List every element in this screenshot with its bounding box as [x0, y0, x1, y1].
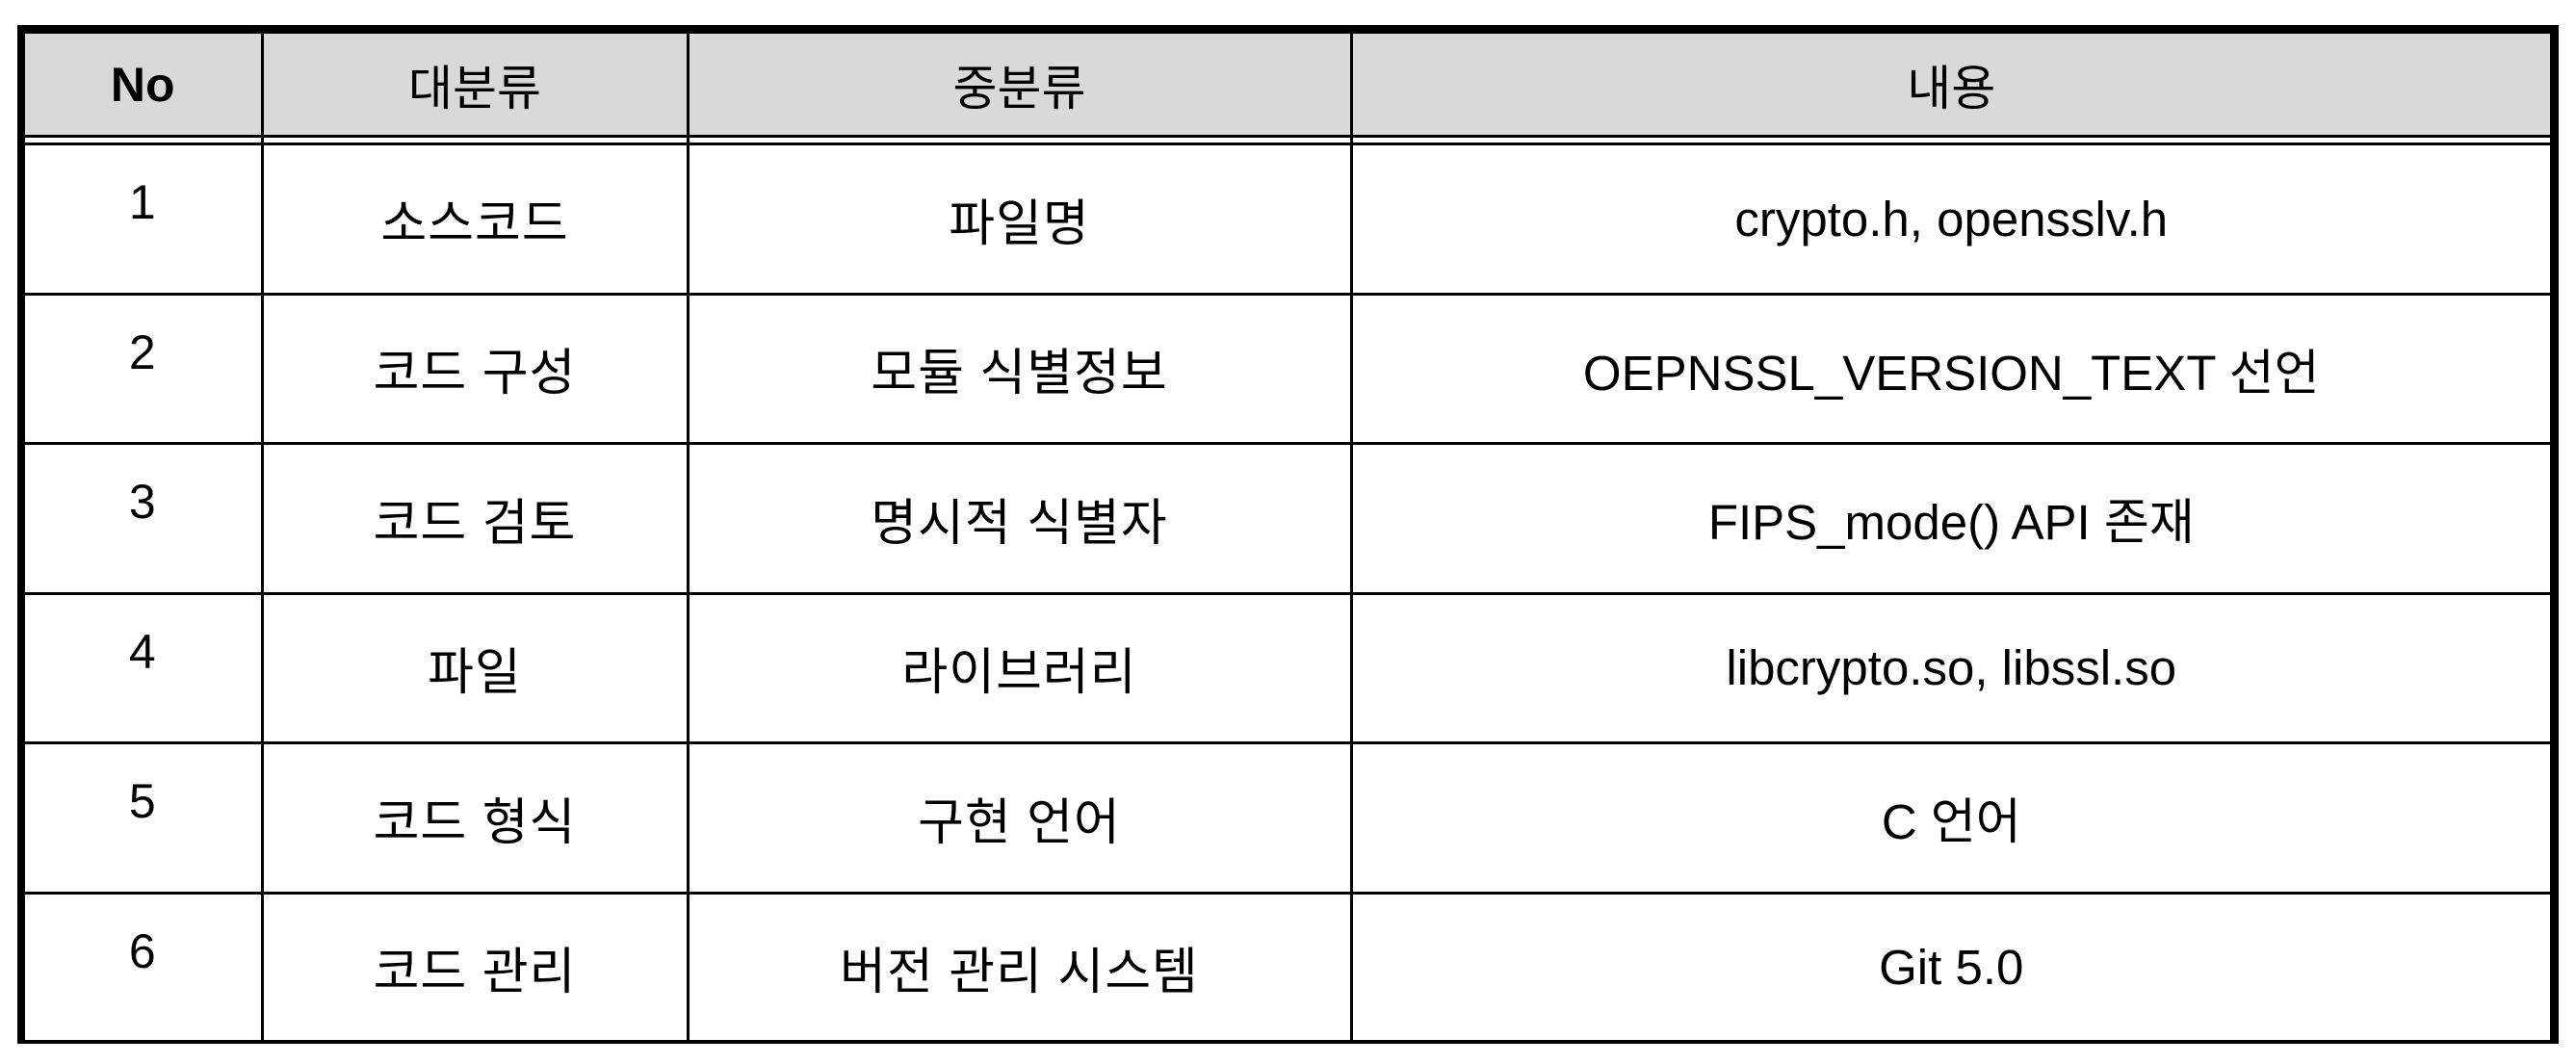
cell-no: 1: [128, 175, 157, 229]
cell-major-category: 코드 검토: [260, 442, 688, 593]
header-content: 내용: [1349, 34, 2550, 138]
cell-middle-category: 명시적 식별자: [686, 442, 1351, 593]
table-row: 3 코드 검토 명시적 식별자 FIPS_mode() API 존재: [25, 442, 2550, 593]
header-major-category: 대분류: [260, 34, 688, 138]
cell-major-category: 코드 형식: [260, 741, 688, 893]
header-middle-category: 중분류: [686, 34, 1351, 138]
table-row: 6 코드 관리 버전 관리 시스템 Git 5.0: [25, 891, 2550, 1040]
table-row: 5 코드 형식 구현 언어 C 언어: [25, 741, 2550, 893]
cell-major-category: 소스코드: [260, 143, 688, 294]
table-body: 1 소스코드 파일명 crypto.h, opensslv.h 2 코드 구성 …: [25, 143, 2550, 1040]
cell-middle-category: 라이브러리: [686, 591, 1351, 743]
cell-middle-category: 구현 언어: [686, 741, 1351, 893]
identification-table: No 대분류 중분류 내용 1 소스코드 파일명 crypto.h, opens…: [25, 34, 2550, 1040]
header-double-rule: [25, 136, 2550, 145]
cell-major-category: 코드 관리: [260, 891, 688, 1040]
cell-middle-category: 버전 관리 시스템: [686, 891, 1351, 1040]
cell-content: FIPS_mode() API 존재: [1349, 442, 2550, 593]
table-frame: No 대분류 중분류 내용 1 소스코드 파일명 crypto.h, opens…: [17, 25, 2559, 1044]
cell-no: 5: [25, 741, 262, 893]
cell-middle-category: 모듈 식별정보: [686, 292, 1351, 444]
table-header: No 대분류 중분류 내용: [25, 34, 2550, 145]
cell-no: 4: [25, 591, 262, 743]
header-no: No: [25, 34, 262, 138]
cell-content: crypto.h, opensslv.h: [1349, 143, 2550, 294]
cell-no: 6: [25, 891, 262, 1040]
cell-major-category: 파일: [260, 591, 688, 743]
cell-content: libcrypto.so, libssl.so: [1349, 591, 2550, 743]
cell-middle-category: 파일명: [686, 143, 1351, 294]
cell-no: 2: [25, 292, 262, 444]
table-row: 4 파일 라이브러리 libcrypto.so, libssl.so: [25, 591, 2550, 743]
table-row: 1 소스코드 파일명 crypto.h, opensslv.h: [25, 143, 2550, 294]
cell-no: 3: [25, 442, 262, 593]
cell-content: C 언어: [1349, 741, 2550, 893]
cell-major-category: 코드 구성: [260, 292, 688, 444]
table-row: 2 코드 구성 모듈 식별정보 OEPNSSL_VERSION_TEXT 선언: [25, 292, 2550, 444]
cell-content: Git 5.0: [1349, 891, 2550, 1040]
header-row: No 대분류 중분류 내용: [25, 34, 2550, 138]
cell-content: OEPNSSL_VERSION_TEXT 선언: [1349, 292, 2550, 444]
